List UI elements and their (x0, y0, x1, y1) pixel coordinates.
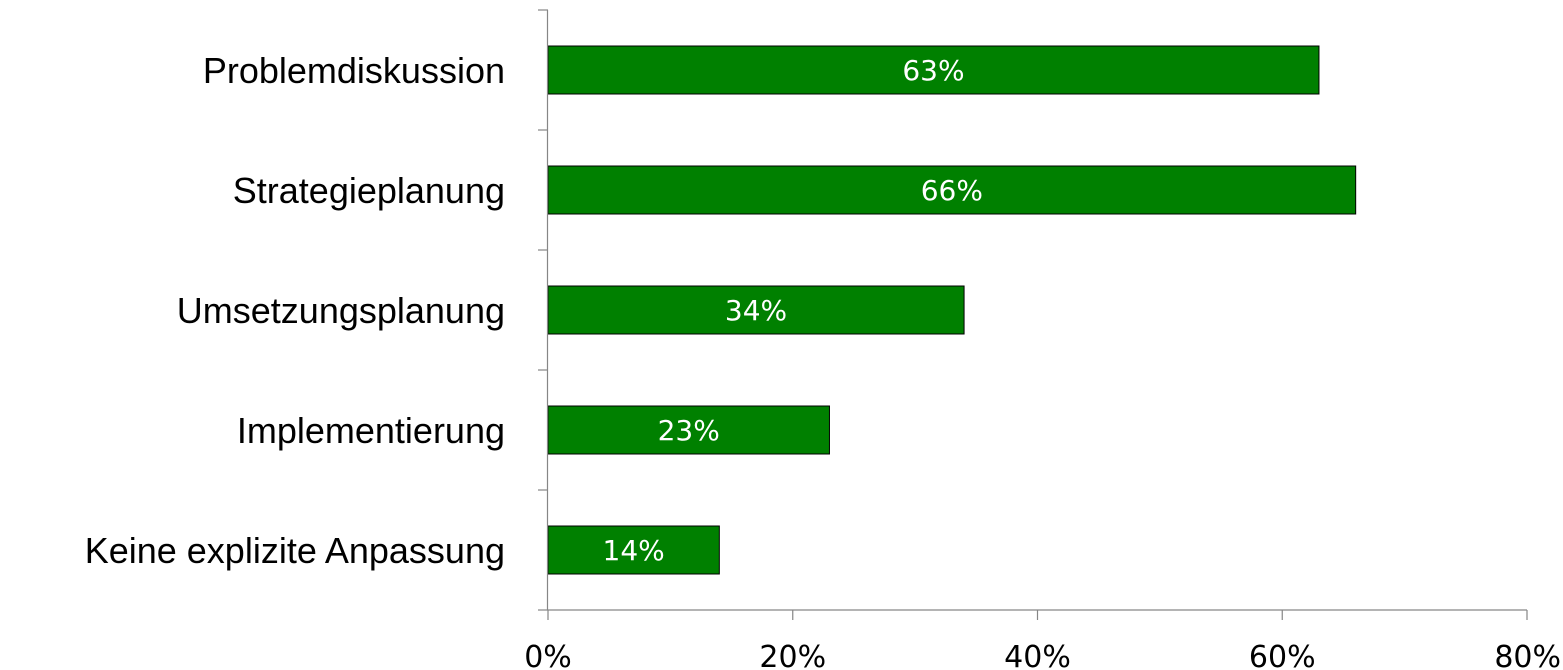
bar-0 (547, 45, 1320, 95)
category-label-1: Strategieplanung (233, 170, 505, 211)
bar-3 (547, 405, 830, 455)
bar-2 (547, 285, 965, 335)
bar-1 (547, 165, 1357, 215)
x-tick-label-2: 40% (1004, 640, 1071, 670)
x-tick-label-4: 80% (1494, 640, 1561, 670)
data-label-3: 23% (658, 414, 720, 447)
category-label-4: Keine explizite Anpassung (85, 530, 505, 571)
data-label-2: 34% (725, 294, 787, 327)
category-label-3: Implementierung (237, 410, 505, 451)
x-tick-label-3: 60% (1249, 640, 1316, 670)
data-label-0: 63% (902, 54, 964, 87)
data-label-4: 14% (603, 534, 665, 567)
bars-group (547, 45, 1357, 575)
bar-4 (547, 525, 720, 575)
axes-group (538, 9, 1528, 620)
category-label-0: Problemdiskussion (203, 50, 505, 91)
category-label-2: Umsetzungsplanung (177, 290, 505, 331)
labels-group: 63% Problemdiskussion 66% Strategieplanung 3… (85, 50, 1561, 670)
x-tick-label-0: 0% (524, 640, 572, 670)
data-label-1: 66% (921, 174, 983, 207)
x-tick-label-1: 20% (759, 640, 826, 670)
